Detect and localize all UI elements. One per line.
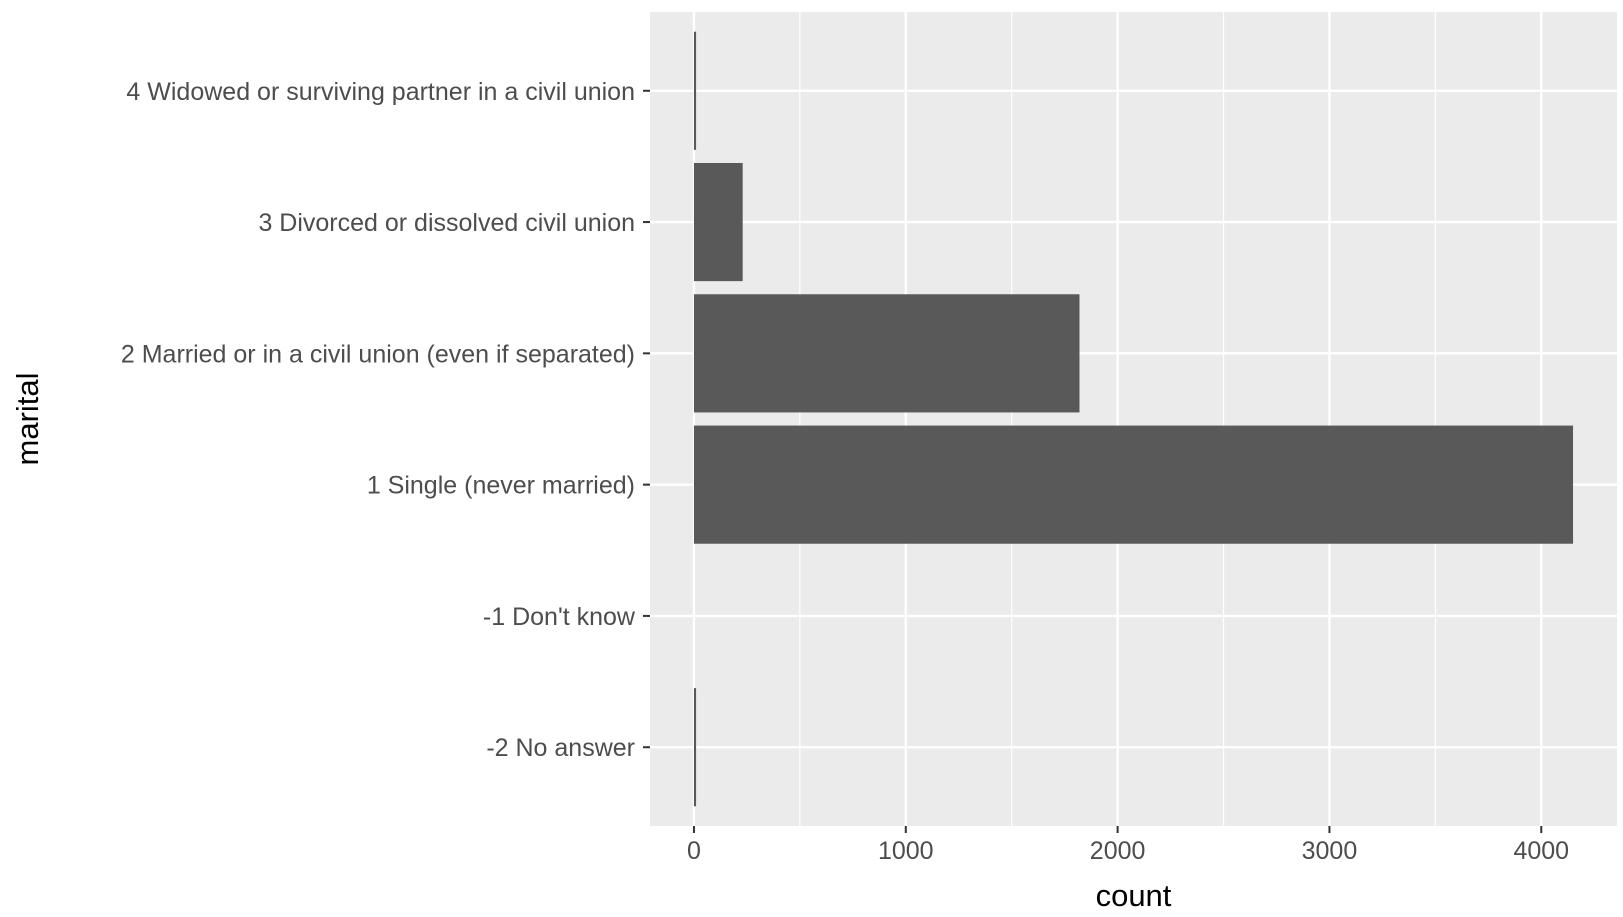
y-axis: -2 No answer -1 Don't know 1 Single (never…: [121, 78, 650, 762]
y-tick-label: -2 No answer: [486, 734, 635, 762]
bar: [693, 162, 743, 282]
bar: [693, 425, 1574, 544]
y-tick-label: -1 Don't know: [483, 603, 636, 631]
x-tick-label: 0: [687, 837, 701, 865]
x-tick-label: 1000: [878, 837, 934, 865]
plot-panel: [650, 12, 1617, 826]
x-tick-label: 3000: [1302, 837, 1358, 865]
x-tick-label: 2000: [1090, 837, 1146, 865]
bar: [693, 294, 1080, 413]
y-tick-label: 4 Widowed or surviving partner in a civi…: [126, 78, 635, 106]
y-axis-title: marital: [10, 372, 45, 465]
bar: [693, 31, 697, 150]
bars: [693, 31, 1574, 807]
x-axis-title: count: [1096, 878, 1172, 913]
x-axis: 0 1000 2000 3000 4000: [687, 826, 1569, 865]
bar: [693, 688, 697, 807]
x-tick-label: 4000: [1513, 837, 1569, 865]
y-tick-label: 2 Married or in a civil union (even if s…: [121, 340, 635, 368]
y-tick-label: 1 Single (never married): [367, 472, 635, 500]
y-tick-label: 3 Divorced or dissolved civil union: [258, 209, 635, 237]
